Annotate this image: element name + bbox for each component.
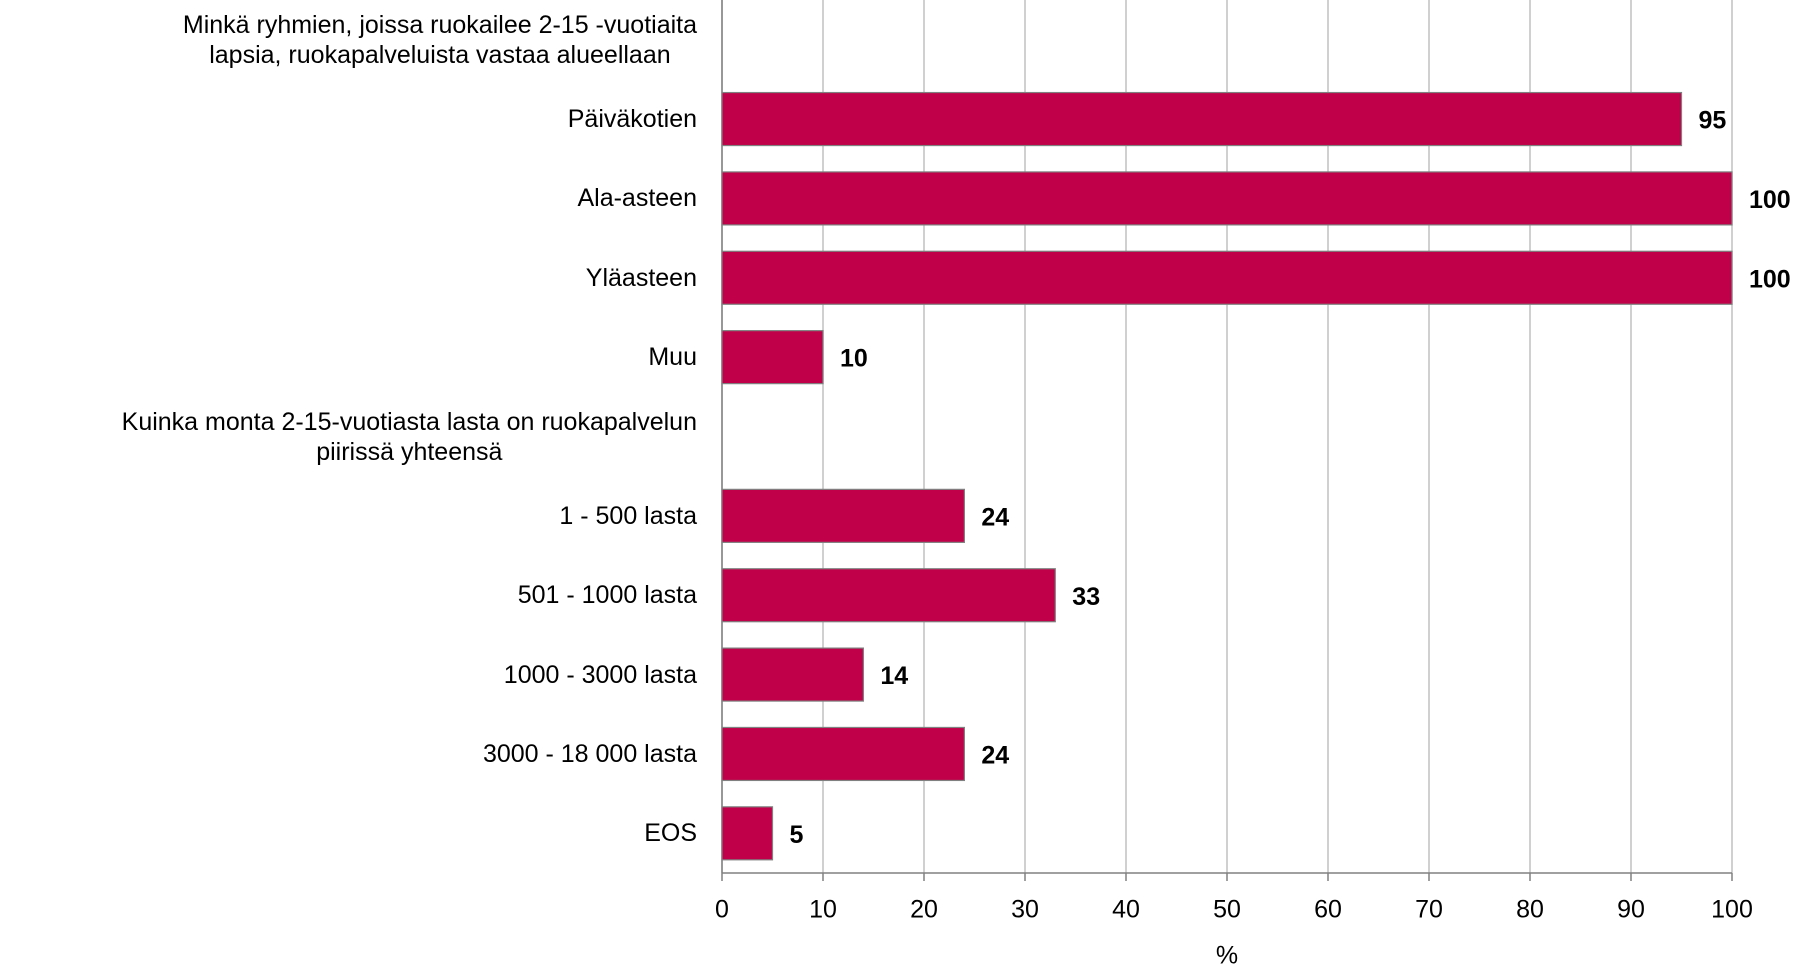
bar xyxy=(721,171,1733,226)
value-label: 14 xyxy=(880,662,908,690)
y-tick-label: Yläasteen xyxy=(585,263,697,292)
bar xyxy=(721,250,1733,305)
x-tick-label: 20 xyxy=(910,896,938,924)
x-tick-label: 70 xyxy=(1415,896,1443,924)
x-tick-label: 80 xyxy=(1516,896,1544,924)
x-tick-label: 100 xyxy=(1711,896,1753,924)
bar xyxy=(721,488,965,543)
y-tick-label: Kuinka monta 2-15-vuotiasta lasta on ruo… xyxy=(121,407,697,466)
bar xyxy=(721,330,824,385)
bar xyxy=(721,726,965,782)
x-tick-label: 40 xyxy=(1112,896,1140,924)
x-tick-label: 10 xyxy=(809,896,837,924)
y-tick-label: Ala-asteen xyxy=(577,184,697,213)
x-tick-label: 30 xyxy=(1011,896,1039,924)
x-tick-label: 50 xyxy=(1213,896,1241,924)
y-tick-label: 501 - 1000 lasta xyxy=(517,581,697,610)
y-tick-label: Muu xyxy=(648,343,697,372)
x-tick-label: 0 xyxy=(715,896,729,924)
value-label: 10 xyxy=(840,345,868,373)
value-label: 24 xyxy=(981,742,1009,770)
y-tick-label: 1 - 500 lasta xyxy=(559,501,697,530)
x-axis-label: % xyxy=(1216,942,1238,969)
y-tick-label: Minkä ryhmien, joissa ruokailee 2-15 -vu… xyxy=(182,10,697,69)
y-tick-label: EOS xyxy=(644,819,697,848)
bar xyxy=(721,568,1056,623)
y-tick-label: 1000 - 3000 lasta xyxy=(503,660,697,689)
bar xyxy=(721,806,774,861)
bar xyxy=(721,91,1683,147)
x-tick-label: 60 xyxy=(1314,896,1342,924)
value-label: 100 xyxy=(1749,186,1791,214)
x-tick-label: 90 xyxy=(1617,896,1645,924)
value-label: 5 xyxy=(790,821,804,849)
value-label: 24 xyxy=(981,503,1009,531)
y-tick-label: Päiväkotien xyxy=(567,105,697,134)
bar xyxy=(721,647,864,702)
value-label: 100 xyxy=(1749,265,1791,293)
y-tick-label: 3000 - 18 000 lasta xyxy=(482,739,697,768)
value-label: 33 xyxy=(1072,583,1100,611)
value-label: 95 xyxy=(1699,107,1727,135)
